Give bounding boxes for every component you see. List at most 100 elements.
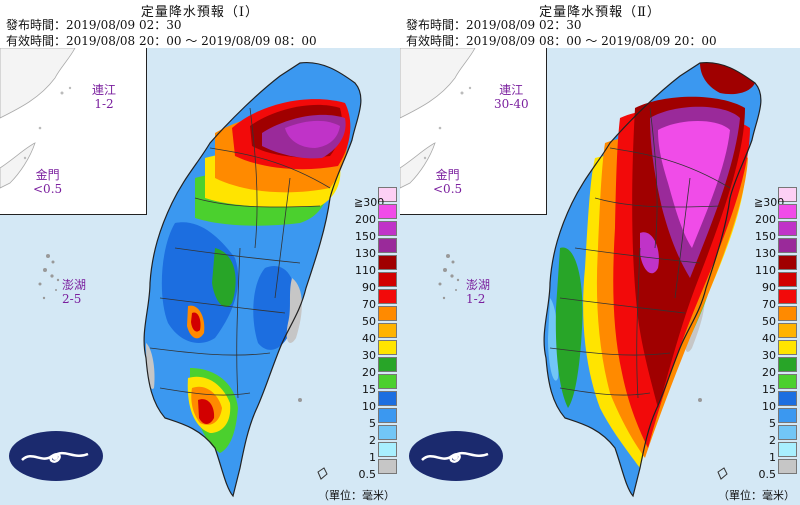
- orchid-island: [317, 467, 328, 480]
- legend-label: 5: [769, 417, 776, 430]
- legend-swatch: [778, 374, 797, 389]
- legend-swatch: [778, 459, 797, 474]
- valid-time: 有效時間：2019/08/08 20：00 ～ 2019/08/09 08：00: [6, 34, 317, 48]
- legend-label: ≧300: [754, 196, 785, 209]
- legend-label: 2: [369, 434, 376, 447]
- legend-label: 30: [362, 349, 376, 362]
- penghu-value: 1-2: [466, 292, 486, 306]
- legend-swatch: [778, 272, 797, 287]
- legend-swatch: [378, 187, 397, 202]
- issued-time: 發布時間：2019/08/09 02：30: [406, 18, 582, 32]
- china-coast-outline: [0, 47, 76, 189]
- rain-red-center: [191, 312, 201, 332]
- kinmen-label: 金門: [35, 168, 60, 182]
- rain-blue-east: [253, 266, 297, 350]
- legend-label: 2: [769, 434, 776, 447]
- forecast-panel-1: 連江 1-2 金門 <0.5 澎湖 2-5 定量降水預報（Ⅰ） 發布時間：201…: [0, 5, 400, 505]
- legend-swatch: [778, 187, 797, 202]
- outlying-islands-inset: [399, 47, 547, 215]
- forecast-panel-2: 連江 30-40 金門 <0.5 澎湖 1-2 定量降水預報（Ⅱ） 發布時間：2…: [399, 0, 800, 505]
- matsu-label: 連江: [499, 83, 524, 97]
- penghu-label: 澎湖: [466, 278, 491, 292]
- unit-label: （單位：毫米）: [718, 489, 795, 502]
- kinmen-value: <0.5: [33, 182, 63, 196]
- matsu-value: 30-40: [494, 97, 529, 111]
- legend-swatch: [378, 357, 397, 372]
- orchid-island: [717, 467, 728, 480]
- china-coast-outline: [399, 47, 476, 189]
- legend-swatch: [378, 374, 397, 389]
- legend-swatch: [778, 442, 797, 457]
- legend-label: 50: [362, 315, 376, 328]
- legend-swatch: [378, 340, 397, 355]
- penghu-islands: [438, 254, 460, 300]
- legend-label: 0.5: [358, 468, 377, 481]
- legend-swatch: [778, 306, 797, 321]
- legend-swatch: [778, 408, 797, 423]
- legend-label: 70: [362, 298, 376, 311]
- legend-swatch: [378, 255, 397, 270]
- legend-swatch: [778, 357, 797, 372]
- taiwan-rainfall-map: [38, 61, 362, 498]
- rain-green-west: [555, 247, 583, 408]
- legend-swatch: [378, 442, 397, 457]
- legend-swatch: [778, 391, 797, 406]
- unit-label: （單位：毫米）: [318, 489, 395, 502]
- legend-swatch: [378, 306, 397, 321]
- legend-label: 30: [762, 349, 776, 362]
- legend-label: 50: [762, 315, 776, 328]
- legend-label: 130: [355, 247, 376, 260]
- rain-darkred-north: [700, 62, 755, 95]
- legend-swatch: [378, 289, 397, 304]
- legend-label: 200: [755, 213, 776, 226]
- legend-label: 20: [362, 366, 376, 379]
- cwb-logo-icon: [9, 431, 103, 481]
- legend-swatch: [378, 425, 397, 440]
- county-boundaries: [149, 107, 331, 399]
- legend-label: 150: [355, 230, 376, 243]
- legend-label: 70: [762, 298, 776, 311]
- rain-magenta-north: [285, 120, 340, 148]
- rain-magenta: [658, 121, 730, 248]
- outlying-islands-inset: [0, 47, 147, 215]
- legend-swatch: [778, 255, 797, 270]
- legend-label: 90: [762, 281, 776, 294]
- legend-label: 1: [769, 451, 776, 464]
- legend-swatch: [378, 221, 397, 236]
- legend-label: ≧300: [354, 196, 385, 209]
- penghu-islands: [38, 254, 60, 300]
- rain-red-south: [198, 399, 215, 424]
- issued-time: 發布時間：2019/08/09 02：30: [6, 18, 182, 32]
- green-island: [698, 398, 702, 402]
- legend-label: 40: [762, 332, 776, 345]
- legend-swatch: [778, 323, 797, 338]
- legend-label: 1: [369, 451, 376, 464]
- legend-label: 200: [355, 213, 376, 226]
- legend-label: 90: [362, 281, 376, 294]
- legend-label: 15: [362, 383, 376, 396]
- taiwan-rainfall-map: [438, 61, 762, 498]
- legend-swatch: [778, 221, 797, 236]
- legend-swatch: [778, 238, 797, 253]
- legend-swatch: [378, 238, 397, 253]
- legend-label: 10: [362, 400, 376, 413]
- panel-title: 定量降水預報（Ⅱ）: [539, 5, 661, 20]
- legend-swatch: [778, 289, 797, 304]
- legend-swatch: [378, 391, 397, 406]
- legend-label: 150: [755, 230, 776, 243]
- penghu-label: 澎湖: [62, 278, 87, 292]
- legend-label: 0.5: [758, 468, 777, 481]
- valid-time: 有效時間：2019/08/09 08：00 ～ 2019/08/09 20：00: [406, 34, 717, 48]
- legend-label: 15: [762, 383, 776, 396]
- county-boundaries: [549, 107, 731, 399]
- legend-swatch: [778, 204, 797, 219]
- panel-title: 定量降水預報（Ⅰ）: [140, 5, 260, 20]
- penghu-value: 2-5: [62, 292, 82, 306]
- legend-label: 130: [755, 247, 776, 260]
- legend-swatch: [778, 425, 797, 440]
- legend-label: 110: [355, 264, 376, 277]
- kinmen-label: 金門: [435, 168, 460, 182]
- legend-label: 5: [369, 417, 376, 430]
- legend-label: 40: [362, 332, 376, 345]
- cwb-logo-icon: [409, 431, 503, 481]
